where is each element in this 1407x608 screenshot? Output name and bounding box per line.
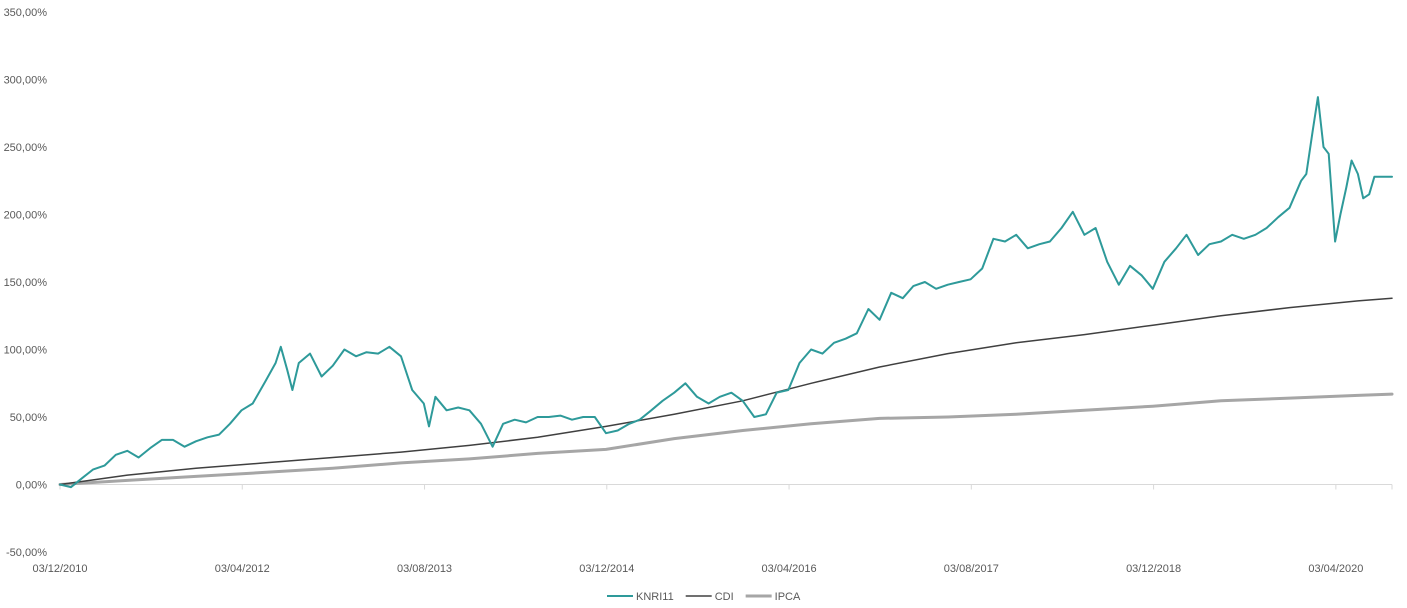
x-tick-label: 03/04/2012: [215, 563, 270, 575]
y-tick-label: -50,00%: [6, 547, 47, 559]
x-tick-label: 03/12/2010: [32, 563, 87, 575]
legend-label-ipca: IPCA: [775, 591, 801, 603]
y-tick-label: 150,00%: [4, 277, 48, 289]
x-tick-label: 03/04/2016: [762, 563, 817, 575]
x-tick-label: 03/12/2018: [1126, 563, 1181, 575]
series-line-knri11: [59, 96, 1393, 489]
x-tick-label: 03/12/2014: [579, 563, 634, 575]
y-axis-tick-labels: -50,00% 0,00% 50,00% 100,00% 150,00% 200,00% 2…: [4, 7, 48, 559]
y-tick-label: 100,00%: [4, 345, 48, 357]
x-tick-label: 03/08/2013: [397, 563, 452, 575]
legend: KNRI11 CDI IPCA: [607, 591, 801, 603]
y-tick-label: 200,00%: [4, 210, 48, 222]
y-tick-label: 0,00%: [16, 480, 47, 492]
x-tick-label: 03/08/2017: [944, 563, 999, 575]
x-tick-label: 03/04/2020: [1308, 563, 1363, 575]
series-line-ipca: [58, 392, 1394, 486]
x-axis: 03/12/2010 03/04/2012 03/08/2013 03/12/2014…: [32, 484, 1393, 575]
y-tick-label: 350,00%: [4, 7, 48, 19]
y-tick-label: 250,00%: [4, 142, 48, 154]
legend-label-knri11: KNRI11: [636, 591, 674, 603]
series-layer: [58, 96, 1394, 489]
legend-label-cdi: CDI: [715, 591, 734, 603]
y-tick-label: 50,00%: [10, 412, 48, 424]
y-tick-label: 300,00%: [4, 75, 48, 87]
